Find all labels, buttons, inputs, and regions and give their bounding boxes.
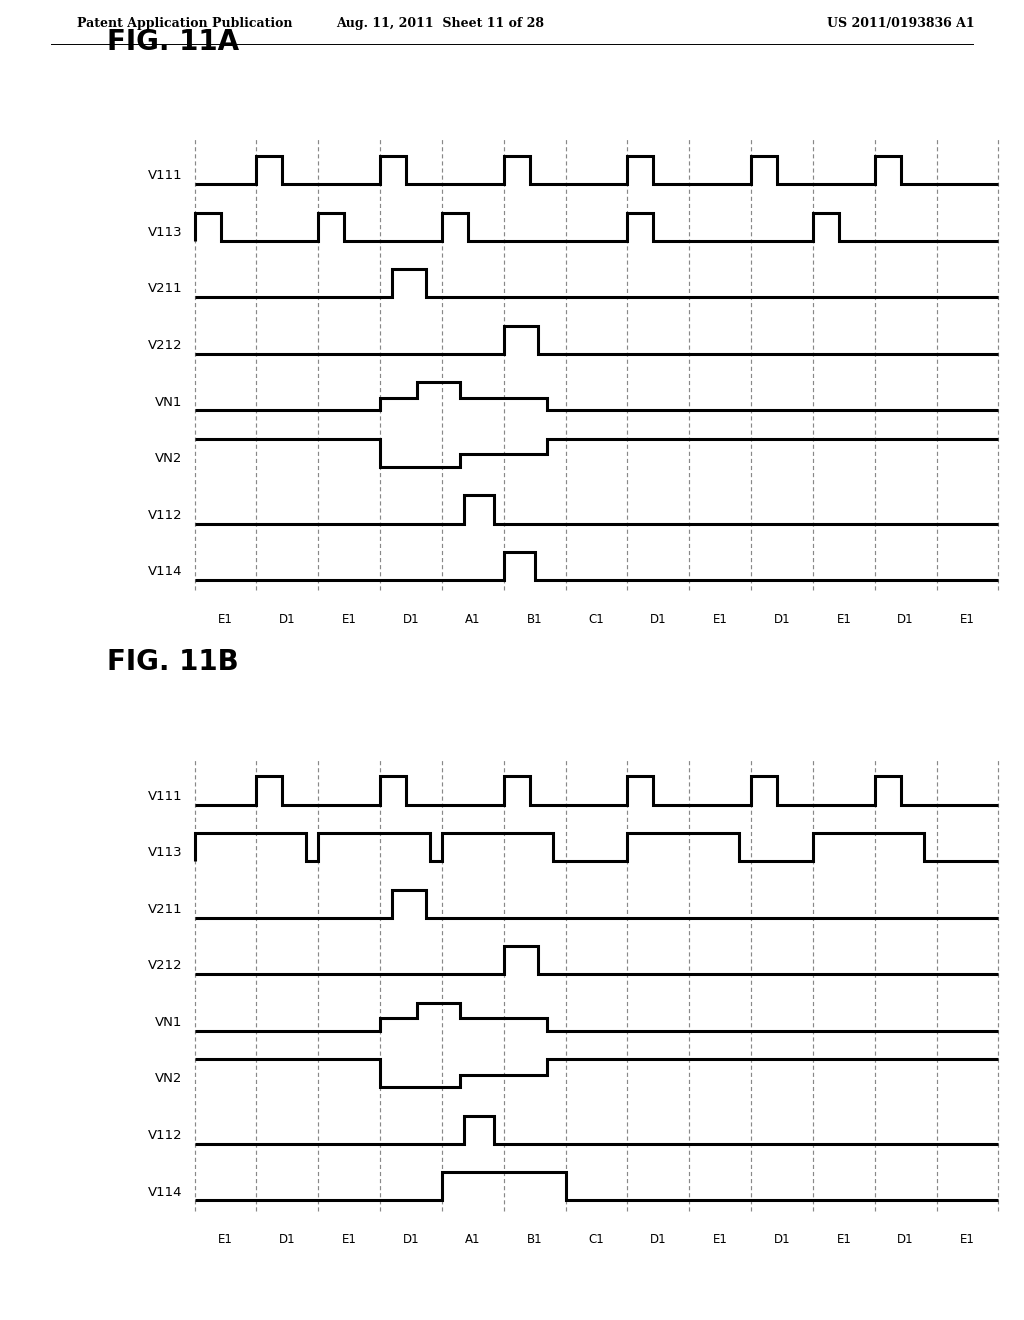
Text: D1: D1 xyxy=(774,1233,791,1246)
Text: B1: B1 xyxy=(526,1233,543,1246)
Text: FIG. 11B: FIG. 11B xyxy=(108,648,239,676)
Text: D1: D1 xyxy=(650,1233,667,1246)
Text: V114: V114 xyxy=(147,565,182,578)
Text: VN1: VN1 xyxy=(155,1016,182,1028)
Text: V212: V212 xyxy=(147,339,182,352)
Text: E1: E1 xyxy=(961,612,975,626)
Text: VN2: VN2 xyxy=(155,1072,182,1085)
Text: V111: V111 xyxy=(147,789,182,803)
Text: VN2: VN2 xyxy=(155,451,182,465)
Text: B1: B1 xyxy=(526,612,543,626)
Text: E1: E1 xyxy=(713,1233,728,1246)
Text: A1: A1 xyxy=(465,1233,480,1246)
Text: VN1: VN1 xyxy=(155,396,182,408)
Text: FIG. 11A: FIG. 11A xyxy=(108,28,240,55)
Text: E1: E1 xyxy=(837,612,851,626)
Text: D1: D1 xyxy=(279,1233,296,1246)
Text: V211: V211 xyxy=(147,282,182,296)
Text: E1: E1 xyxy=(961,1233,975,1246)
Text: D1: D1 xyxy=(402,1233,419,1246)
Text: Patent Application Publication: Patent Application Publication xyxy=(77,17,292,29)
Text: V113: V113 xyxy=(147,226,182,239)
Text: E1: E1 xyxy=(342,612,356,626)
Text: V112: V112 xyxy=(147,1129,182,1142)
Text: D1: D1 xyxy=(279,612,296,626)
Text: US 2011/0193836 A1: US 2011/0193836 A1 xyxy=(827,17,975,29)
Text: E1: E1 xyxy=(342,1233,356,1246)
Text: C1: C1 xyxy=(589,612,604,626)
Text: V211: V211 xyxy=(147,903,182,916)
Text: V112: V112 xyxy=(147,508,182,521)
Text: V111: V111 xyxy=(147,169,182,182)
Text: V113: V113 xyxy=(147,846,182,859)
Text: D1: D1 xyxy=(774,612,791,626)
Text: E1: E1 xyxy=(837,1233,851,1246)
Text: D1: D1 xyxy=(650,612,667,626)
Text: D1: D1 xyxy=(402,612,419,626)
Text: E1: E1 xyxy=(713,612,728,626)
Text: C1: C1 xyxy=(589,1233,604,1246)
Text: E1: E1 xyxy=(218,1233,232,1246)
Text: V114: V114 xyxy=(147,1185,182,1199)
Text: A1: A1 xyxy=(465,612,480,626)
Text: D1: D1 xyxy=(897,1233,914,1246)
Text: V212: V212 xyxy=(147,960,182,973)
Text: Aug. 11, 2011  Sheet 11 of 28: Aug. 11, 2011 Sheet 11 of 28 xyxy=(336,17,545,29)
Text: E1: E1 xyxy=(218,612,232,626)
Text: D1: D1 xyxy=(897,612,914,626)
